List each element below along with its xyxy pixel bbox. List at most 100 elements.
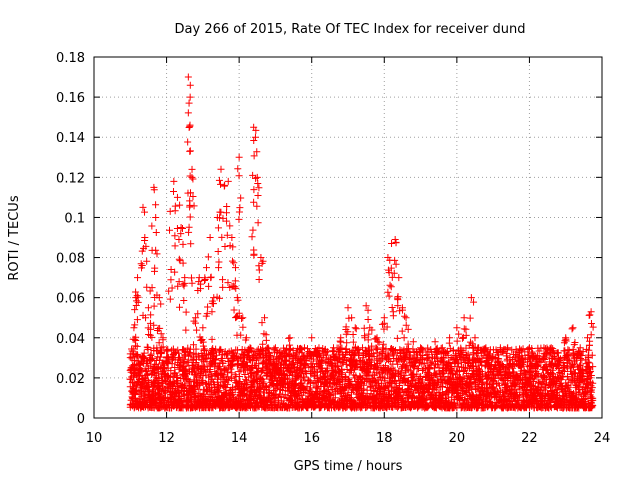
data-point — [370, 353, 378, 361]
data-point — [167, 276, 175, 284]
data-point — [141, 392, 149, 400]
data-point — [502, 352, 510, 360]
data-point — [467, 294, 475, 302]
data-point — [570, 353, 578, 361]
data-point — [253, 173, 261, 181]
data-point — [171, 242, 179, 250]
data-point — [511, 354, 519, 362]
data-point — [264, 344, 272, 352]
data-point — [184, 73, 192, 81]
data-point — [540, 344, 548, 352]
data-point — [440, 348, 448, 356]
data-point — [583, 334, 591, 342]
data-point — [179, 384, 187, 392]
data-point — [349, 338, 357, 346]
data-points — [126, 73, 597, 412]
data-point — [143, 371, 151, 379]
data-point — [182, 369, 190, 377]
data-point — [184, 138, 192, 146]
data-point — [186, 189, 194, 197]
data-point — [164, 373, 172, 381]
data-point — [587, 320, 595, 328]
data-point — [385, 352, 393, 360]
data-point — [254, 179, 262, 187]
data-point — [553, 363, 561, 371]
data-point — [321, 368, 329, 376]
data-point — [246, 366, 254, 374]
data-point — [471, 343, 479, 351]
data-point — [132, 333, 140, 341]
data-point — [281, 372, 289, 380]
data-point — [182, 308, 190, 316]
data-point — [307, 352, 315, 360]
data-point — [259, 340, 267, 348]
data-point — [424, 344, 432, 352]
data-point — [351, 350, 359, 358]
data-point — [393, 334, 401, 342]
data-point — [244, 345, 252, 353]
data-point — [360, 385, 368, 393]
data-point — [392, 239, 400, 247]
data-point — [204, 253, 212, 261]
data-point — [231, 277, 239, 285]
data-point — [141, 208, 149, 216]
data-point — [231, 371, 239, 379]
data-point — [589, 379, 597, 387]
data-point — [503, 355, 511, 363]
data-point — [342, 345, 350, 353]
data-point — [260, 330, 268, 338]
data-point — [343, 339, 351, 347]
data-point — [237, 194, 245, 202]
data-point — [184, 109, 192, 117]
data-point — [156, 353, 164, 361]
data-point — [577, 355, 585, 363]
data-point — [300, 364, 308, 372]
data-point — [529, 377, 537, 385]
data-point — [286, 341, 294, 349]
data-point — [234, 165, 242, 173]
data-point — [448, 364, 456, 372]
data-point — [384, 288, 392, 296]
data-point — [558, 373, 566, 381]
data-point — [223, 209, 231, 217]
data-point — [194, 286, 202, 294]
data-point — [228, 257, 236, 265]
data-point — [409, 363, 417, 371]
data-point — [502, 380, 510, 388]
data-point — [188, 356, 196, 364]
data-point — [338, 344, 346, 352]
data-point — [134, 274, 142, 282]
data-point — [386, 390, 394, 398]
data-point — [171, 268, 179, 276]
data-point — [257, 254, 265, 262]
data-point — [516, 370, 524, 378]
data-point — [192, 350, 200, 358]
data-point — [395, 274, 403, 282]
data-point — [353, 346, 361, 354]
data-point — [130, 385, 138, 393]
data-point — [216, 345, 224, 353]
data-point — [366, 324, 374, 332]
data-point — [433, 371, 441, 379]
data-point — [259, 378, 267, 386]
data-point — [443, 347, 451, 355]
data-point — [298, 367, 306, 375]
data-point — [548, 348, 556, 356]
data-point — [148, 354, 156, 362]
data-point — [329, 344, 337, 352]
data-point — [416, 355, 424, 363]
data-point — [199, 324, 207, 332]
data-point — [231, 283, 239, 291]
data-point — [504, 344, 512, 352]
data-point — [509, 364, 517, 372]
data-point — [128, 347, 136, 355]
data-point — [439, 353, 447, 361]
data-point — [152, 201, 160, 209]
data-point — [392, 260, 400, 268]
data-point — [170, 177, 178, 185]
data-point — [171, 232, 179, 240]
data-point — [155, 294, 163, 302]
data-point — [175, 278, 183, 286]
data-point — [222, 384, 230, 392]
data-point — [329, 362, 337, 370]
